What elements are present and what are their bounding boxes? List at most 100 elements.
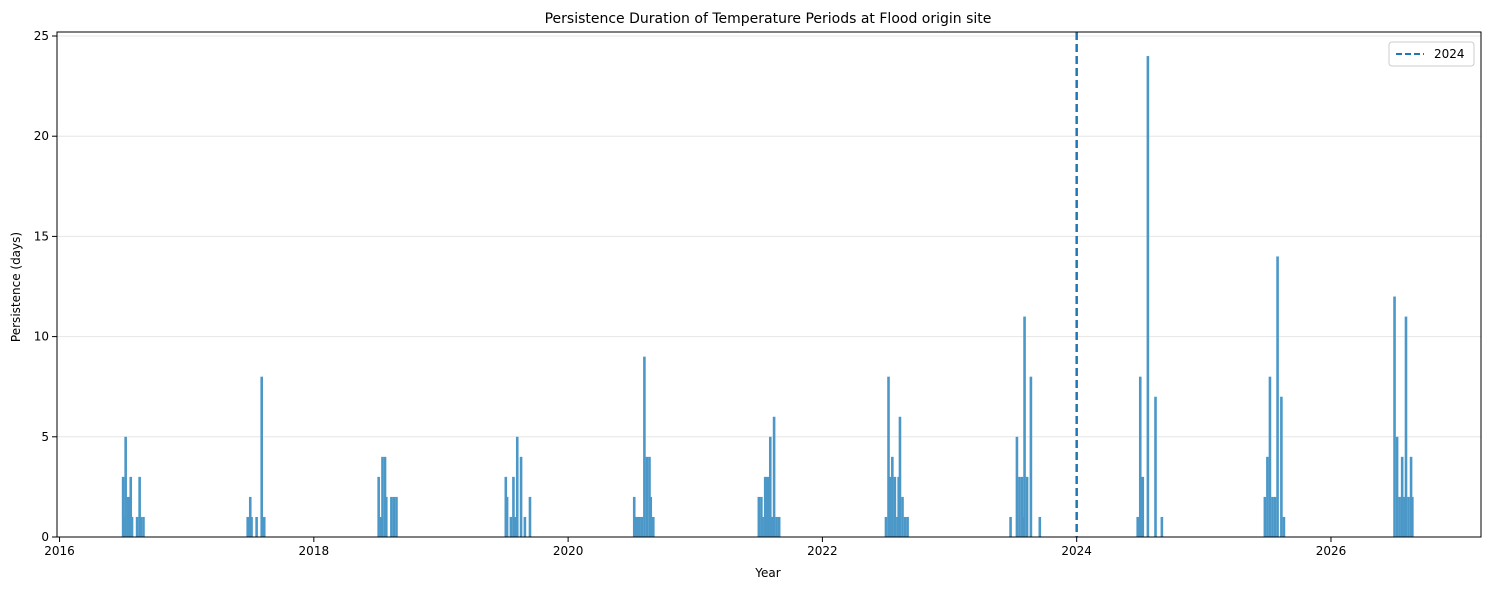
bar: [395, 496, 398, 537]
bar: [884, 516, 888, 537]
bar: [1136, 516, 1140, 537]
bar: [901, 496, 904, 537]
bar: [1395, 436, 1399, 537]
x-tick-label: 2018: [299, 544, 330, 558]
bar: [262, 516, 266, 537]
x-tick-label: 2024: [1061, 544, 1092, 558]
bar: [255, 516, 258, 537]
y-tick-label: 20: [34, 129, 49, 143]
bar: [766, 476, 770, 537]
bar: [761, 516, 764, 537]
legend-box: [1388, 41, 1475, 67]
bar: [638, 516, 641, 537]
bar: [1393, 296, 1396, 537]
bar: [1018, 476, 1021, 537]
y-tick-label: 5: [41, 430, 49, 444]
legend: 2024: [1388, 41, 1475, 67]
bar: [649, 496, 653, 537]
bar: [139, 516, 143, 537]
bar: [888, 476, 892, 537]
bar: [1009, 516, 1012, 537]
y-axis-title: Persistence (days): [9, 232, 23, 342]
bar: [775, 516, 778, 537]
bar: [643, 356, 646, 537]
bar: [138, 476, 141, 537]
bar: [1025, 476, 1029, 537]
chart-title: Persistence Duration of Temperature Peri…: [545, 11, 992, 27]
bar: [1138, 376, 1142, 537]
bar: [763, 476, 767, 537]
x-tick-label: 2026: [1316, 544, 1347, 558]
bar: [1282, 516, 1286, 537]
axis-ticks: 2016 2018 2020 2022 2024 2026 0 5 10 15 20 25: [34, 29, 1347, 558]
bar: [392, 496, 396, 537]
bar: [515, 436, 519, 537]
bar: [777, 516, 781, 537]
bar: [632, 496, 636, 537]
bar: [124, 436, 127, 537]
bar: [1266, 456, 1269, 537]
bar: [121, 476, 125, 537]
bar: [903, 516, 907, 537]
bar: [142, 516, 145, 537]
bar: [1015, 436, 1019, 537]
plot-frame: [56, 31, 1482, 538]
bar: [635, 516, 639, 537]
bar: [1398, 496, 1401, 537]
bars-layer: [121, 56, 1414, 538]
bar: [135, 516, 139, 537]
y-tick-label: 25: [34, 29, 49, 43]
bar: [757, 496, 761, 537]
bar: [891, 456, 894, 537]
bar: [505, 496, 509, 537]
bar: [1411, 496, 1414, 537]
bar: [648, 456, 651, 537]
x-tick-label: 2016: [44, 544, 75, 558]
bar: [377, 476, 380, 537]
bar: [519, 456, 523, 537]
x-tick-label: 2020: [553, 544, 584, 558]
bar: [1146, 56, 1150, 538]
bar: [1276, 256, 1279, 537]
bar: [1407, 496, 1410, 537]
bar: [906, 516, 909, 537]
bar: [260, 376, 263, 537]
bar: [640, 516, 644, 537]
bar: [772, 416, 776, 537]
bar: [250, 516, 253, 537]
bar: [528, 496, 532, 537]
bar: [1280, 396, 1283, 537]
bar: [385, 496, 388, 537]
bar: [523, 516, 527, 537]
bar: [1400, 456, 1404, 537]
y-tick-label: 15: [34, 229, 49, 243]
bar: [1029, 376, 1033, 537]
x-axis-title: Year: [754, 566, 780, 580]
bar: [887, 376, 890, 537]
bar: [1160, 516, 1164, 537]
bar: [768, 436, 772, 537]
bar: [1263, 496, 1267, 537]
bar: [509, 516, 513, 537]
bar: [898, 416, 902, 537]
bar: [1020, 476, 1024, 537]
bar: [130, 516, 134, 537]
bar: [1271, 496, 1274, 537]
bar: [1141, 476, 1145, 537]
bar: [513, 516, 517, 537]
bar: [1409, 456, 1413, 537]
y-gridlines: [57, 35, 1481, 438]
bar: [1023, 316, 1026, 537]
bar: [129, 476, 133, 537]
bar: [1038, 516, 1042, 537]
bar: [512, 476, 515, 537]
legend-entry-label: 2024: [1434, 47, 1465, 61]
bar: [893, 476, 897, 537]
bar: [246, 516, 250, 537]
bar: [383, 456, 387, 537]
bar: [645, 456, 649, 537]
bar: [126, 496, 130, 537]
x-tick-label: 2022: [807, 544, 838, 558]
